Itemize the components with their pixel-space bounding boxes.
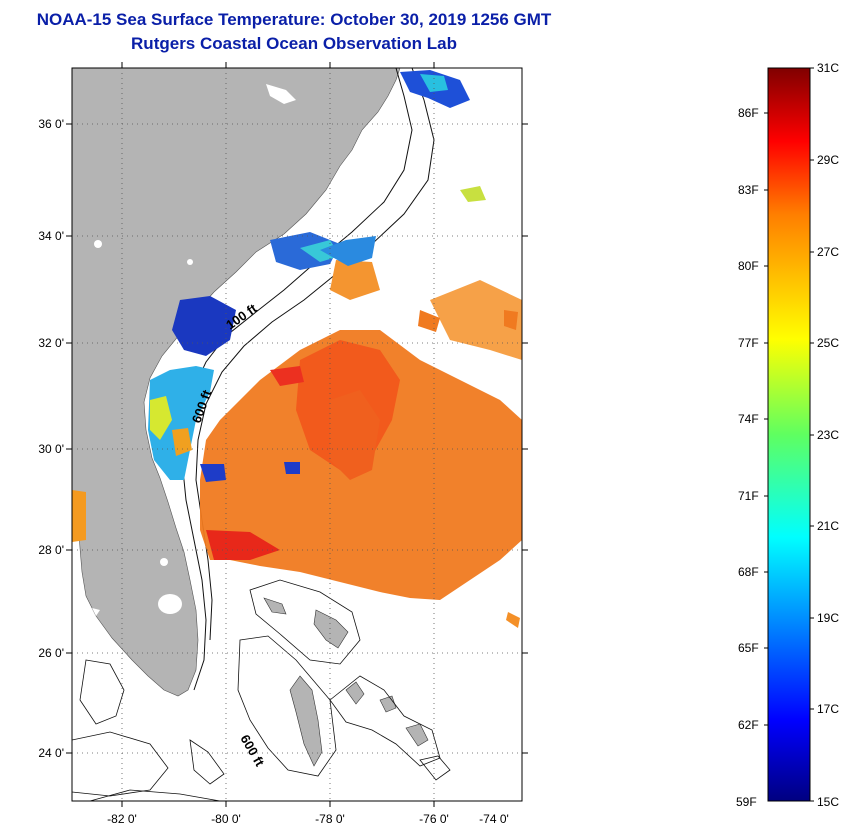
- land-mainland: [72, 68, 401, 697]
- colorbar-c-label: 27C: [817, 245, 840, 259]
- colorbar-c-label: 17C: [817, 702, 840, 716]
- lon-label: -74 0': [479, 812, 509, 826]
- colorbar-f-label: 71F: [738, 489, 759, 503]
- map-title: NOAA-15 Sea Surface Temperature: October…: [36, 10, 552, 29]
- colorbar-c-label: 29C: [817, 153, 840, 167]
- lon-label: -80 0': [211, 812, 241, 826]
- lon-label: -82 0': [107, 812, 137, 826]
- lake-okeechobee: [158, 594, 182, 614]
- colorbar-c-label: 25C: [817, 336, 840, 350]
- colorbar-f-label: 59F: [736, 795, 757, 809]
- lon-label: -76 0': [419, 812, 449, 826]
- lat-label: 34 0': [38, 229, 64, 243]
- colorbar-ticks: [764, 67, 814, 802]
- colorbar-f-label: 83F: [738, 183, 759, 197]
- map-gridlines: [72, 68, 522, 801]
- depth-contours-south: [72, 579, 451, 801]
- lat-label: 26 0': [38, 646, 64, 660]
- sst-warm-field: [72, 260, 522, 628]
- map-ticks: [66, 62, 528, 807]
- map-subtitle: Rutgers Coastal Ocean Observation Lab: [131, 34, 457, 53]
- lat-label: 24 0': [38, 746, 64, 760]
- colorbar-f-label: 74F: [738, 412, 759, 426]
- lon-label: -78 0': [315, 812, 345, 826]
- lat-label: 28 0': [38, 543, 64, 557]
- lat-label: 30 0': [38, 442, 64, 456]
- colorbar-f-label: 68F: [738, 565, 759, 579]
- colorbar-c-label: 31C: [817, 61, 840, 75]
- colorbar-f-label: 62F: [738, 718, 759, 732]
- map-frame: [71, 67, 523, 802]
- colorbar-f-label: 80F: [738, 259, 759, 273]
- colorbar-f-label: 86F: [738, 106, 759, 120]
- colorbar-c-label: 23C: [817, 428, 840, 442]
- colorbar-c-label: 21C: [817, 519, 840, 533]
- lat-label: 36 0': [38, 117, 64, 131]
- colorbar-f-label: 65F: [738, 641, 759, 655]
- colorbar-c-label: 19C: [817, 611, 840, 625]
- map-area: [72, 68, 522, 801]
- colorbar-f-label: 77F: [738, 336, 759, 350]
- lat-label: 32 0': [38, 336, 64, 350]
- colorbar: [767, 67, 811, 802]
- colorbar-c-label: 15C: [817, 795, 840, 809]
- bahamas: [263, 597, 429, 767]
